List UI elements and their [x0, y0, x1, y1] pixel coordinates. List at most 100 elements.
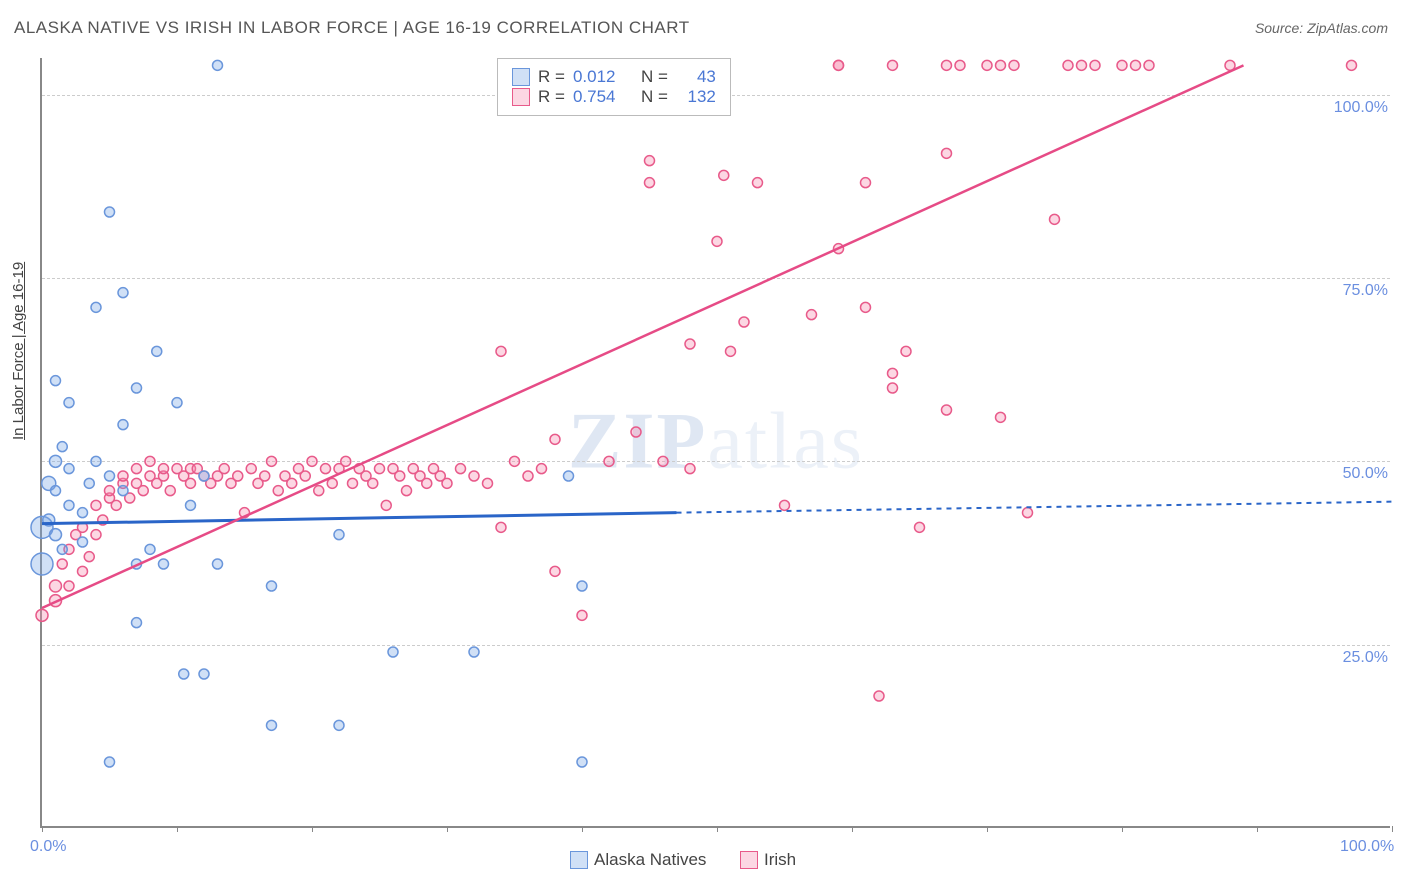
x-tick — [1392, 826, 1393, 832]
data-point — [64, 464, 74, 474]
data-point — [1023, 508, 1033, 518]
data-point — [348, 478, 358, 488]
data-point — [422, 478, 432, 488]
data-point — [996, 412, 1006, 422]
data-point — [186, 500, 196, 510]
data-point — [604, 456, 614, 466]
n-label-alaska: N = — [641, 67, 668, 87]
data-point — [888, 368, 898, 378]
data-point — [78, 537, 88, 547]
data-point — [368, 478, 378, 488]
data-point — [577, 610, 587, 620]
data-point — [186, 478, 196, 488]
data-point — [314, 486, 324, 496]
x-tick — [717, 826, 718, 832]
data-point — [456, 464, 466, 474]
data-point — [260, 471, 270, 481]
correlation-legend: R = 0.012 N = 43 R = 0.754 N = 132 — [497, 58, 731, 116]
data-point — [645, 156, 655, 166]
data-point — [685, 464, 695, 474]
data-point — [645, 178, 655, 188]
data-point — [1050, 214, 1060, 224]
x-tick-label: 100.0% — [1340, 838, 1394, 856]
data-point — [145, 456, 155, 466]
data-point — [888, 60, 898, 70]
y-axis-label: In Labor Force | Age 16-19 — [10, 262, 27, 440]
data-point — [51, 486, 61, 496]
data-point — [118, 486, 128, 496]
r-value-alaska: 0.012 — [573, 67, 616, 87]
x-tick — [1122, 826, 1123, 832]
data-point — [1144, 60, 1154, 70]
data-point — [564, 471, 574, 481]
data-point — [807, 310, 817, 320]
data-point — [64, 581, 74, 591]
data-point — [64, 398, 74, 408]
data-point — [996, 60, 1006, 70]
data-point — [78, 566, 88, 576]
data-point — [341, 456, 351, 466]
data-point — [233, 471, 243, 481]
data-point — [165, 486, 175, 496]
data-point — [577, 581, 587, 591]
data-point — [483, 478, 493, 488]
data-point — [91, 500, 101, 510]
alaska-legend-swatch — [570, 851, 588, 869]
x-tick — [447, 826, 448, 832]
data-point — [152, 346, 162, 356]
data-point — [179, 669, 189, 679]
data-point — [273, 486, 283, 496]
data-point — [50, 529, 62, 541]
x-tick-label: 0.0% — [30, 838, 66, 856]
alaska-legend-label: Alaska Natives — [594, 850, 706, 870]
data-point — [942, 60, 952, 70]
data-point — [901, 346, 911, 356]
data-point — [861, 178, 871, 188]
plot-area: ZIPatlas R = 0.012 N = 43 R = 0.754 N = … — [40, 58, 1390, 828]
data-point — [719, 170, 729, 180]
legend-row-alaska: R = 0.012 N = 43 — [512, 67, 716, 87]
chart-title: ALASKA NATIVE VS IRISH IN LABOR FORCE | … — [14, 18, 690, 38]
data-point — [145, 544, 155, 554]
data-point — [159, 559, 169, 569]
n-value-irish: 132 — [676, 87, 716, 107]
data-point — [1009, 60, 1019, 70]
data-point — [1131, 60, 1141, 70]
x-tick — [177, 826, 178, 832]
y-tick-label: 100.0% — [1334, 99, 1388, 117]
x-tick — [987, 826, 988, 832]
n-value-alaska: 43 — [676, 67, 716, 87]
data-point — [91, 302, 101, 312]
data-point — [287, 478, 297, 488]
data-point — [84, 552, 94, 562]
data-point — [105, 486, 115, 496]
data-point — [523, 471, 533, 481]
data-point — [57, 559, 67, 569]
r-label-alaska: R = — [538, 67, 565, 87]
x-tick — [42, 826, 43, 832]
data-point — [955, 60, 965, 70]
data-point — [381, 500, 391, 510]
data-point — [753, 178, 763, 188]
data-point — [51, 376, 61, 386]
data-point — [172, 398, 182, 408]
irish-color-swatch — [512, 88, 530, 106]
y-tick-label: 25.0% — [1343, 649, 1388, 667]
data-point — [658, 456, 668, 466]
legend-alaska: Alaska Natives — [570, 850, 706, 870]
data-point — [105, 757, 115, 767]
data-point — [267, 581, 277, 591]
data-point — [213, 559, 223, 569]
data-point — [64, 500, 74, 510]
data-point — [132, 464, 142, 474]
data-point — [78, 508, 88, 518]
data-point — [219, 464, 229, 474]
data-point — [469, 647, 479, 657]
data-point — [138, 486, 148, 496]
data-point — [1063, 60, 1073, 70]
data-point — [118, 471, 128, 481]
data-point — [84, 478, 94, 488]
data-point — [496, 346, 506, 356]
data-point — [942, 148, 952, 158]
r-label-irish: R = — [538, 87, 565, 107]
